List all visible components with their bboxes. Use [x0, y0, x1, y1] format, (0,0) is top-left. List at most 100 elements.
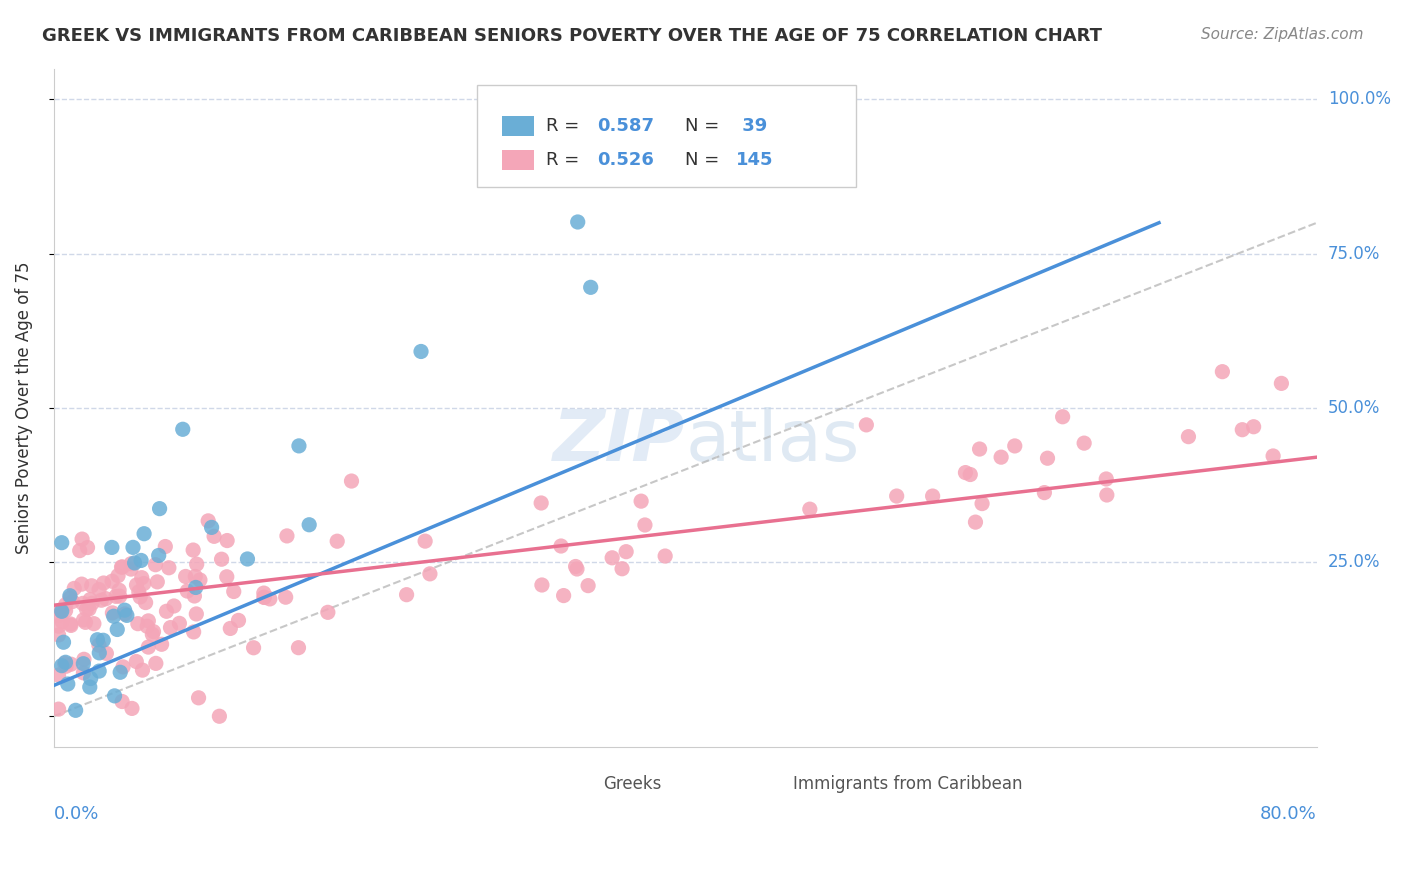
Point	[127, 616, 149, 631]
Point	[120, 557, 142, 571]
Point	[141, 627, 163, 641]
Text: ZIP: ZIP	[553, 408, 685, 476]
Point	[259, 591, 281, 606]
Point	[48, 619, 70, 633]
Point	[565, 562, 588, 576]
Point	[576, 579, 599, 593]
Point	[108, 665, 131, 680]
Point	[51, 615, 73, 629]
Point	[49, 603, 72, 617]
Point	[114, 603, 136, 617]
Point	[51, 535, 73, 549]
Point	[955, 466, 977, 480]
Point	[138, 614, 160, 628]
Point	[124, 556, 146, 570]
Point	[146, 574, 169, 589]
Text: R =: R =	[547, 117, 585, 136]
Point	[120, 562, 142, 576]
Point	[129, 590, 152, 604]
Point	[567, 215, 589, 229]
Point	[129, 553, 152, 567]
Point	[564, 559, 586, 574]
Point	[157, 561, 180, 575]
Point	[1073, 436, 1095, 450]
Point	[990, 450, 1012, 465]
Text: Greeks: Greeks	[603, 775, 662, 793]
Point	[1261, 449, 1284, 463]
Point	[634, 518, 657, 533]
Point	[1052, 409, 1074, 424]
Point	[55, 604, 77, 618]
Point	[122, 541, 145, 555]
Point	[150, 637, 173, 651]
Point	[530, 578, 553, 592]
Point	[326, 534, 349, 549]
Point	[110, 560, 132, 574]
Point	[1211, 365, 1233, 379]
Point	[409, 344, 432, 359]
Point	[105, 623, 128, 637]
Point	[208, 709, 231, 723]
FancyBboxPatch shape	[477, 86, 856, 187]
Point	[125, 578, 148, 592]
FancyBboxPatch shape	[560, 774, 591, 795]
Point	[579, 280, 602, 294]
Point	[183, 624, 205, 639]
Point	[79, 592, 101, 607]
Point	[600, 550, 623, 565]
Point	[188, 573, 211, 587]
Point	[132, 526, 155, 541]
Point	[69, 543, 91, 558]
Point	[1095, 488, 1118, 502]
Point	[145, 558, 167, 572]
Text: Source: ZipAtlas.com: Source: ZipAtlas.com	[1201, 27, 1364, 42]
Point	[59, 591, 82, 605]
Text: 39: 39	[735, 117, 768, 136]
Point	[87, 638, 110, 652]
Point	[75, 615, 97, 630]
Point	[62, 594, 84, 608]
Text: 0.587: 0.587	[598, 117, 654, 136]
Point	[73, 652, 96, 666]
Point	[298, 517, 321, 532]
Point	[419, 566, 441, 581]
Point	[72, 665, 94, 680]
Point	[114, 607, 136, 621]
Point	[55, 598, 77, 612]
Text: 145: 145	[735, 151, 773, 169]
Point	[136, 619, 159, 633]
Point	[202, 529, 225, 543]
FancyBboxPatch shape	[502, 116, 534, 136]
Point	[89, 664, 111, 678]
Point	[159, 621, 181, 635]
Point	[1177, 430, 1199, 444]
Point	[654, 549, 676, 563]
Point	[242, 640, 264, 655]
Point	[128, 585, 150, 599]
Text: Immigrants from Caribbean: Immigrants from Caribbean	[793, 775, 1022, 793]
Text: 0.526: 0.526	[598, 151, 654, 169]
Point	[253, 591, 276, 605]
Point	[145, 657, 167, 671]
Point	[103, 609, 125, 624]
Point	[176, 584, 198, 599]
Point	[72, 613, 94, 627]
Point	[76, 602, 98, 616]
Point	[201, 520, 224, 534]
Point	[55, 655, 77, 669]
Point	[104, 590, 127, 604]
Point	[79, 680, 101, 694]
Text: 0.0%: 0.0%	[53, 805, 100, 822]
Text: 100.0%: 100.0%	[1329, 90, 1391, 108]
Point	[76, 541, 98, 555]
Point	[79, 672, 101, 686]
Text: 25.0%: 25.0%	[1329, 553, 1381, 571]
Point	[1036, 451, 1059, 466]
Point	[215, 570, 238, 584]
Point	[181, 543, 204, 558]
Point	[121, 701, 143, 715]
Point	[96, 646, 118, 660]
FancyBboxPatch shape	[502, 150, 534, 170]
Point	[222, 584, 245, 599]
Point	[80, 596, 103, 610]
